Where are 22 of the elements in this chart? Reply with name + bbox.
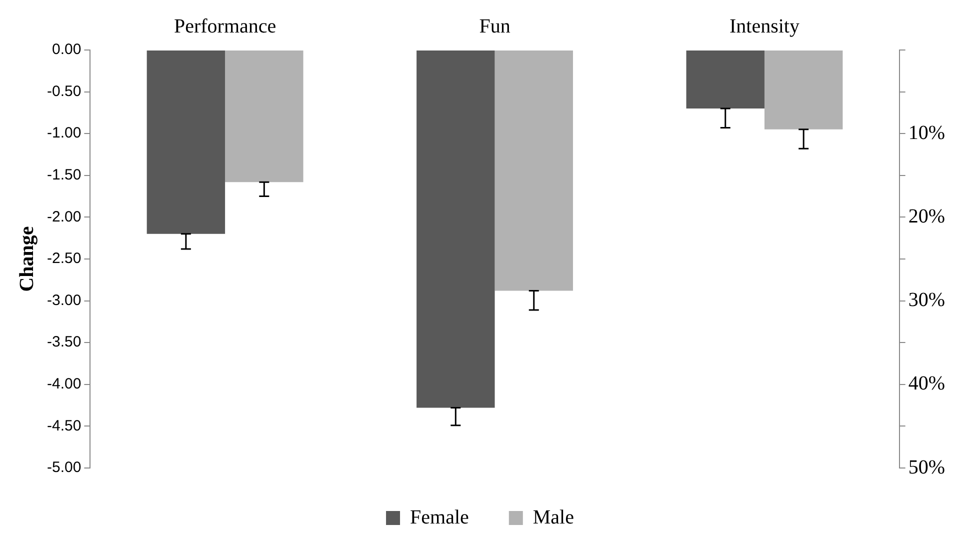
y-tick-label: -2.00: [46, 208, 82, 226]
x-tick-label: Fun: [479, 15, 510, 38]
y-tick-label: -2.50: [46, 250, 82, 268]
y2-tick-label: 30%: [908, 289, 946, 312]
y-tick-label: -3.00: [46, 292, 82, 309]
x-tick-label: Intensity: [729, 15, 800, 38]
y-tick-label: -4.50: [46, 417, 82, 434]
y-tick-label: 0.00: [52, 41, 82, 58]
y2-tick-label: 10%: [908, 122, 946, 144]
y2-tick-label: 40%: [908, 372, 946, 395]
x-tick-label: Performance: [174, 15, 276, 38]
y-tick-label: -3.50: [46, 334, 82, 351]
legend-label: Male: [532, 506, 574, 528]
y-tick-label: -4.00: [46, 376, 82, 393]
y2-tick-label: 50%: [908, 456, 946, 478]
legend-label: Female: [410, 506, 470, 528]
y-tick-label: -5.00: [46, 459, 82, 476]
y-axis-title: Change: [16, 226, 38, 292]
y2-tick-label: 20%: [908, 205, 946, 228]
y-tick-label: -1.00: [46, 124, 82, 142]
y-tick-label: -1.50: [46, 166, 82, 184]
y-tick-label: -0.50: [46, 82, 82, 100]
